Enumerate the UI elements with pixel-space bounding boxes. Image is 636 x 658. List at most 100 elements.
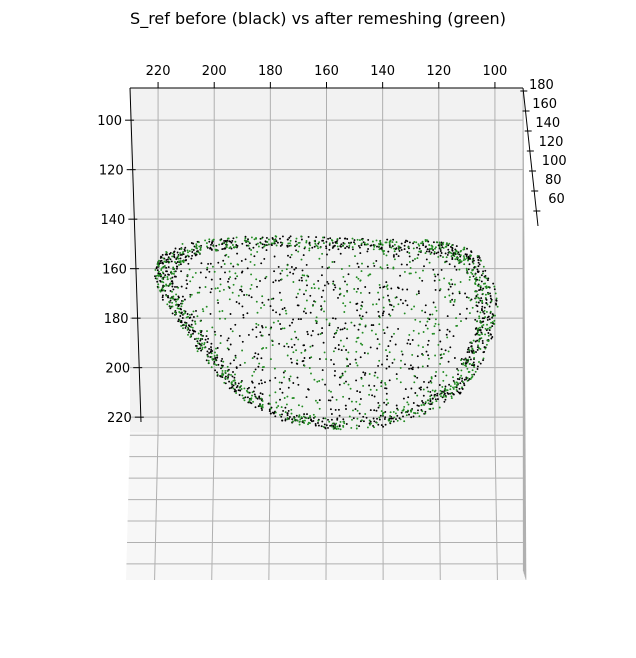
data-point-before	[161, 296, 164, 299]
data-point-before	[223, 239, 226, 242]
data-point-after	[370, 329, 373, 332]
data-point-before	[373, 409, 376, 412]
data-point-after	[190, 326, 193, 329]
data-point-before	[238, 334, 241, 337]
data-point-after	[397, 245, 400, 248]
data-point-before	[477, 271, 480, 274]
data-point-after	[403, 270, 406, 273]
data-point-after	[467, 371, 470, 373]
data-point-after	[478, 276, 481, 279]
data-point-after	[424, 401, 427, 404]
data-point-after	[431, 401, 434, 404]
data-point-before	[271, 237, 274, 239]
data-point-before	[323, 423, 326, 426]
data-point-before	[473, 373, 476, 376]
data-point-before	[429, 399, 432, 402]
data-point-after	[240, 381, 243, 384]
data-point-before	[433, 394, 436, 397]
data-point-before	[433, 279, 436, 282]
data-point-before	[192, 330, 195, 333]
data-point-before	[200, 244, 203, 247]
data-point-before	[274, 279, 277, 282]
data-point-after	[426, 320, 429, 323]
data-point-after	[462, 362, 465, 365]
data-point-before	[302, 359, 305, 362]
data-point-before	[352, 417, 355, 420]
data-point-after	[214, 359, 217, 362]
data-point-after	[339, 428, 342, 431]
data-point-before	[261, 409, 263, 411]
data-point-before	[216, 371, 219, 374]
data-point-after	[415, 241, 418, 244]
data-point-before	[440, 268, 443, 271]
data-point-after	[373, 374, 376, 377]
data-point-before	[167, 266, 170, 269]
data-point-before	[424, 311, 427, 314]
data-point-after	[219, 239, 222, 242]
data-point-after	[428, 261, 431, 264]
data-point-before	[334, 286, 337, 289]
data-point-after	[331, 239, 334, 242]
data-point-before	[268, 410, 271, 413]
data-point-after	[275, 244, 278, 247]
data-point-before	[432, 241, 435, 244]
data-point-before	[400, 411, 403, 414]
data-point-after	[314, 242, 317, 245]
data-point-after	[485, 287, 488, 290]
data-point-after	[355, 427, 358, 430]
data-point-after	[448, 283, 451, 286]
data-point-after	[460, 374, 463, 377]
data-point-after	[466, 272, 469, 275]
data-point-after	[471, 347, 474, 350]
data-point-after	[196, 347, 198, 350]
data-point-after	[245, 293, 248, 296]
data-point-after	[229, 276, 232, 279]
data-point-before	[261, 368, 264, 371]
data-point-after	[445, 243, 448, 246]
data-point-after	[253, 238, 256, 241]
data-point-before	[408, 241, 411, 244]
data-point-before	[429, 313, 432, 316]
data-point-after	[463, 263, 466, 266]
data-point-after	[442, 395, 445, 398]
data-point-before	[455, 268, 458, 271]
data-point-after	[378, 316, 381, 319]
data-point-after	[155, 274, 158, 277]
data-point-before	[229, 240, 232, 243]
data-point-after	[200, 334, 203, 337]
data-point-after	[317, 247, 320, 250]
data-point-after	[439, 389, 442, 392]
data-point-after	[445, 395, 448, 398]
data-point-after	[291, 420, 294, 423]
data-point-after	[474, 370, 477, 373]
data-point-before	[307, 388, 310, 391]
data-point-before	[284, 406, 287, 409]
data-point-before	[336, 417, 339, 420]
z-tick-label: 140	[535, 116, 560, 131]
data-point-after	[289, 375, 292, 378]
data-point-before	[434, 398, 437, 401]
data-point-before	[388, 313, 391, 316]
data-point-before	[310, 334, 313, 337]
data-point-before	[465, 307, 468, 310]
data-point-before	[330, 418, 333, 421]
data-point-after	[203, 341, 206, 344]
data-point-before	[288, 236, 291, 239]
data-point-before	[255, 335, 258, 338]
data-point-before	[341, 372, 344, 375]
data-point-before	[297, 304, 300, 307]
data-point-after	[403, 405, 406, 408]
data-point-after	[265, 346, 268, 349]
data-point-after	[477, 285, 480, 287]
data-point-before	[354, 408, 357, 411]
data-point-before	[445, 260, 448, 263]
data-point-before	[161, 253, 164, 256]
data-point-after	[240, 388, 243, 390]
x-tick-label: 160	[314, 64, 339, 79]
data-point-after	[494, 292, 497, 295]
data-point-before	[228, 387, 231, 390]
data-point-before	[463, 358, 466, 361]
data-point-after	[318, 257, 321, 260]
data-point-after	[392, 305, 395, 308]
data-point-before	[247, 333, 250, 336]
